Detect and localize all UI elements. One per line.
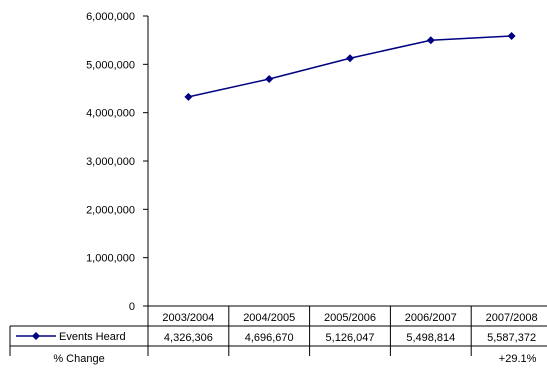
table-value-cell: 5,498,814 [406, 332, 455, 344]
y-tick-label: 4,000,000 [86, 108, 135, 120]
table-value-cell: 5,126,047 [326, 332, 375, 344]
change-value-cell: +29.1% [499, 353, 537, 365]
y-tick-label: 1,000,000 [86, 253, 135, 265]
y-tick-label: 0 [129, 301, 135, 313]
y-tick-label: 5,000,000 [86, 59, 135, 71]
y-tick-label: 3,000,000 [86, 156, 135, 168]
y-tick-label: 2,000,000 [86, 204, 135, 216]
x-category-label: 2004/2005 [243, 312, 295, 324]
change-row-label: % Change [53, 353, 104, 365]
data-point-marker [346, 54, 354, 63]
data-point-marker [507, 31, 516, 40]
y-axis-ticks: 6,000,000 5,000,000 4,000,000 3,000,000 2,00… [86, 11, 148, 313]
legend-marker [32, 332, 40, 340]
table-value-cell: 4,326,306 [164, 332, 213, 344]
x-category-label: 2006/2007 [405, 312, 457, 324]
series-line [188, 35, 512, 98]
data-point-marker [184, 92, 193, 101]
table-value-cell: 4,696,670 [245, 332, 294, 344]
x-category-label: 2005/2006 [324, 312, 376, 324]
data-point-marker [265, 74, 274, 83]
data-table: 2003/2004 2004/2005 2005/2006 2006/2007 2007… [9, 305, 547, 365]
data-point-marker [426, 36, 435, 45]
legend-label: Events Heard [59, 331, 126, 343]
table-value-cell: 5,587,372 [487, 332, 536, 344]
y-tick-label: 6,000,000 [86, 11, 135, 23]
series-events-heard [184, 31, 516, 101]
x-category-label: 2003/2004 [162, 312, 214, 324]
x-category-label: 2007/2008 [486, 312, 538, 324]
